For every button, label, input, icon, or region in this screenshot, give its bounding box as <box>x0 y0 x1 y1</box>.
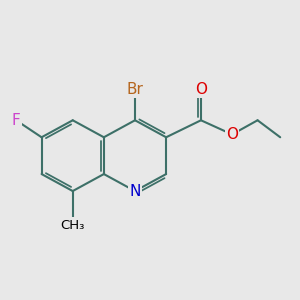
Text: CH₃: CH₃ <box>61 218 85 232</box>
Text: O: O <box>226 127 238 142</box>
Text: Br: Br <box>127 82 143 97</box>
Text: N: N <box>129 184 141 199</box>
Text: F: F <box>12 113 20 128</box>
Text: O: O <box>195 82 207 97</box>
